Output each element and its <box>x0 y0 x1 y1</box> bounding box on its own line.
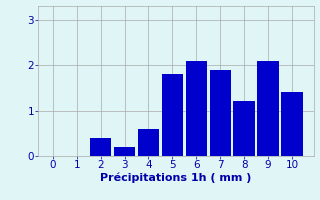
Bar <box>162 74 183 156</box>
Bar <box>257 61 279 156</box>
Bar <box>138 129 159 156</box>
Bar <box>233 101 255 156</box>
Bar <box>90 138 111 156</box>
Bar <box>114 147 135 156</box>
Bar <box>281 92 303 156</box>
Bar <box>186 61 207 156</box>
Bar <box>210 70 231 156</box>
X-axis label: Précipitations 1h ( mm ): Précipitations 1h ( mm ) <box>100 173 252 183</box>
